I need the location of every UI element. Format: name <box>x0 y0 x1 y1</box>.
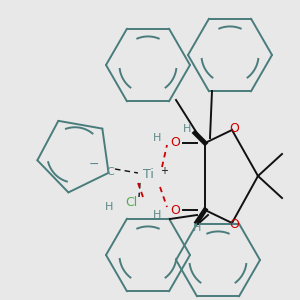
Text: H: H <box>153 210 161 220</box>
Text: Cl: Cl <box>125 196 137 208</box>
Text: H: H <box>193 223 201 233</box>
Text: O: O <box>170 136 180 149</box>
Text: O: O <box>229 122 239 134</box>
Text: Ti: Ti <box>142 169 153 182</box>
Text: H: H <box>183 124 191 134</box>
Text: −: − <box>89 158 99 170</box>
Text: H: H <box>153 133 161 143</box>
Text: +: + <box>160 166 168 176</box>
Text: C: C <box>106 167 114 177</box>
Text: O: O <box>170 203 180 217</box>
Text: O: O <box>229 218 239 232</box>
Text: H: H <box>105 202 113 212</box>
